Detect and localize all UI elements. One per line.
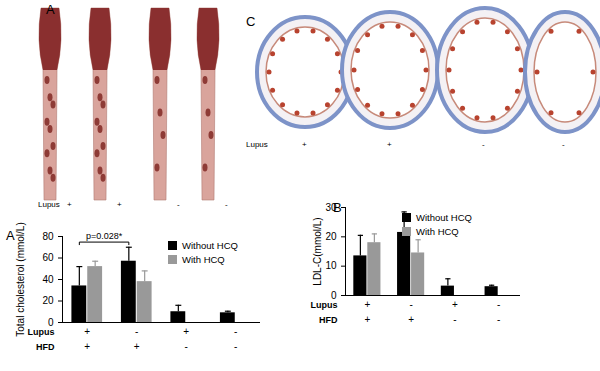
svg-text:Total cholesterol (mmol/L): Total cholesterol (mmol/L) [15, 222, 26, 336]
svg-text:+: + [364, 299, 370, 310]
svg-text:+: + [84, 341, 90, 352]
svg-text:+: + [134, 341, 140, 352]
svg-text:40: 40 [42, 274, 54, 285]
svg-text:-: - [234, 326, 237, 337]
svg-text:+: + [364, 314, 370, 325]
svg-text:HFD: HFD [36, 342, 55, 352]
svg-text:20: 20 [42, 295, 54, 306]
svg-text:Lupus: Lupus [28, 327, 55, 337]
svg-text:-: - [453, 314, 456, 325]
svg-text:20: 20 [325, 231, 337, 242]
svg-text:+: + [183, 326, 189, 337]
svg-text:10: 10 [325, 260, 337, 271]
svg-text:HFD: HFD [319, 315, 338, 325]
svg-text:+: + [452, 299, 458, 310]
svg-text:-: - [497, 314, 500, 325]
svg-text:-: - [409, 299, 412, 310]
svg-text:Lupus: Lupus [311, 300, 338, 310]
svg-text:-: - [234, 341, 237, 352]
svg-text:80: 80 [42, 231, 54, 242]
svg-text:-: - [185, 341, 188, 352]
svg-text:-: - [497, 299, 500, 310]
svg-text:LDL-C(mmol/L): LDL-C(mmol/L) [312, 217, 323, 285]
svg-text:p=0.028*: p=0.028* [86, 231, 123, 241]
svg-text:60: 60 [42, 252, 54, 263]
svg-text:-: - [135, 326, 138, 337]
svg-text:+: + [408, 314, 414, 325]
svg-text:+: + [84, 326, 90, 337]
